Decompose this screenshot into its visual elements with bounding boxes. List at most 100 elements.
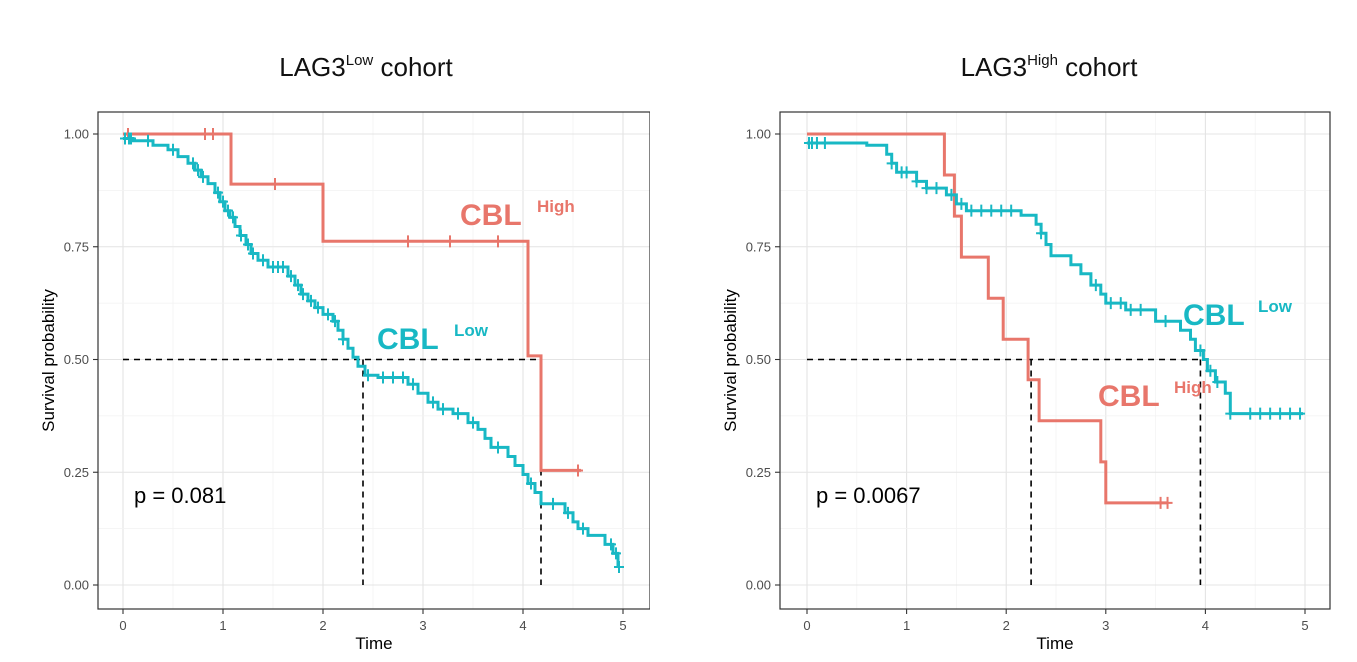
censor-mark bbox=[126, 132, 136, 145]
series-label-sup: High bbox=[537, 197, 575, 216]
censor-mark bbox=[1205, 364, 1216, 377]
x-axis-label: Time bbox=[355, 634, 392, 653]
censor-mark bbox=[901, 166, 912, 179]
censor-mark bbox=[1036, 227, 1047, 240]
p-value-label: p = 0.081 bbox=[134, 483, 226, 508]
censor-mark bbox=[1090, 279, 1101, 292]
series-label: CBL bbox=[460, 199, 522, 232]
axes: 0 1 2 3 4 5 0.00 0.25 0.50 0.75 1.00 Time Survival p… bbox=[39, 127, 627, 654]
y-tick-label: 0.00 bbox=[746, 578, 771, 593]
y-tick-label: 0.25 bbox=[64, 465, 89, 480]
censor-mark bbox=[931, 182, 942, 195]
series-label-sup: Low bbox=[1258, 297, 1293, 316]
censor-mark bbox=[408, 378, 418, 391]
censor-mark bbox=[1295, 407, 1306, 420]
censor-mark bbox=[213, 186, 223, 199]
censor-mark bbox=[188, 157, 198, 170]
x-tick-label: 4 bbox=[519, 618, 526, 633]
x-tick-label: 4 bbox=[1202, 618, 1209, 633]
censor-mark bbox=[223, 204, 233, 217]
title-rest: cohort bbox=[1057, 52, 1138, 82]
censor-mark bbox=[388, 371, 398, 384]
censor-mark bbox=[286, 270, 296, 283]
censor-mark bbox=[1255, 407, 1266, 420]
censor-mark bbox=[996, 204, 1007, 217]
y-tick-label: 0.75 bbox=[64, 239, 89, 254]
censor-mark bbox=[338, 333, 348, 346]
y-tick-label: 0.50 bbox=[64, 352, 89, 367]
chart-title-lag3-low: LAG3Low cohort bbox=[279, 52, 453, 83]
axes: 0 1 2 3 4 5 0.00 0.25 0.50 0.75 1.00 Time Survival p… bbox=[721, 127, 1309, 654]
censor-mark bbox=[193, 164, 203, 177]
title-sup: High bbox=[1027, 52, 1058, 69]
x-tick-label: 1 bbox=[903, 618, 910, 633]
series-low bbox=[120, 132, 624, 573]
censor-mark bbox=[438, 403, 448, 416]
censor-mark bbox=[1160, 315, 1171, 328]
censor-mark bbox=[403, 235, 413, 248]
censor-mark bbox=[886, 157, 897, 170]
x-tick-label: 2 bbox=[1003, 618, 1010, 633]
survival-curve bbox=[123, 132, 581, 472]
y-tick-label: 0.75 bbox=[746, 239, 771, 254]
censor-mark bbox=[921, 182, 932, 195]
censor-mark bbox=[323, 308, 333, 321]
series-label-sup: Low bbox=[454, 321, 489, 340]
x-tick-label: 3 bbox=[1102, 618, 1109, 633]
x-tick-label: 3 bbox=[419, 618, 426, 633]
censor-mark bbox=[573, 464, 583, 477]
censor-mark bbox=[606, 538, 616, 551]
censor-mark bbox=[208, 128, 218, 140]
censor-mark bbox=[946, 188, 957, 201]
censor-mark bbox=[578, 522, 588, 535]
censor-mark bbox=[548, 497, 558, 510]
grid bbox=[98, 112, 650, 609]
censor-mark bbox=[143, 134, 153, 147]
series-label: CBL bbox=[1183, 299, 1245, 332]
chart-title-lag3-high: LAG3High cohort bbox=[961, 52, 1138, 83]
y-tick-label: 1.00 bbox=[64, 127, 89, 142]
p-value-label: p = 0.0067 bbox=[816, 483, 921, 508]
km-plot-lag3-high: CBL High CBL Low 0 1 2 3 4 5 0.00 0.25 0.50 0.75 1.00 T… bbox=[721, 111, 1331, 654]
censor-mark bbox=[493, 235, 503, 248]
censor-mark bbox=[453, 407, 463, 420]
censor-mark bbox=[526, 477, 536, 490]
censor-mark bbox=[278, 261, 288, 274]
plot-background bbox=[98, 112, 650, 609]
series-low bbox=[803, 137, 1306, 420]
censor-mark bbox=[243, 238, 253, 251]
censor-mark bbox=[258, 254, 268, 267]
censor-mark bbox=[398, 371, 408, 384]
censor-mark bbox=[819, 137, 830, 150]
km-plot-lag3-low: CBL High CBL Low 0 1 2 3 4 5 0.00 0.25 0.50 0.75 1.00 T… bbox=[39, 111, 650, 654]
censor-mark bbox=[168, 143, 178, 156]
censor-mark bbox=[966, 204, 977, 217]
censor-mark bbox=[445, 235, 455, 248]
censor-mark bbox=[614, 560, 624, 573]
censor-mark bbox=[218, 195, 228, 208]
censor-mark bbox=[1225, 407, 1236, 420]
censor-mark bbox=[428, 396, 438, 409]
censor-mark bbox=[1006, 204, 1017, 217]
censor-mark bbox=[976, 204, 987, 217]
censor-mark bbox=[1105, 297, 1116, 310]
censor-mark bbox=[293, 279, 303, 292]
censor-mark bbox=[1162, 496, 1173, 509]
censor-mark bbox=[198, 170, 208, 183]
x-tick-label: 0 bbox=[119, 618, 126, 633]
plot-background bbox=[780, 112, 1330, 609]
y-tick-label: 1.00 bbox=[746, 127, 771, 142]
grid bbox=[780, 112, 1330, 609]
title-sup: Low bbox=[345, 52, 374, 69]
median-lines bbox=[807, 358, 1202, 585]
censor-mark bbox=[270, 178, 280, 191]
x-tick-label: 5 bbox=[619, 618, 626, 633]
x-tick-label: 0 bbox=[803, 618, 810, 633]
series-label-sup: High bbox=[1174, 378, 1212, 397]
series-label: CBL bbox=[377, 323, 439, 356]
title-main: LAG3 bbox=[279, 52, 346, 82]
series-label: CBL bbox=[1098, 380, 1160, 413]
censor-mark bbox=[313, 301, 323, 314]
y-tick-label: 0.50 bbox=[746, 352, 771, 367]
censor-mark bbox=[1285, 407, 1296, 420]
